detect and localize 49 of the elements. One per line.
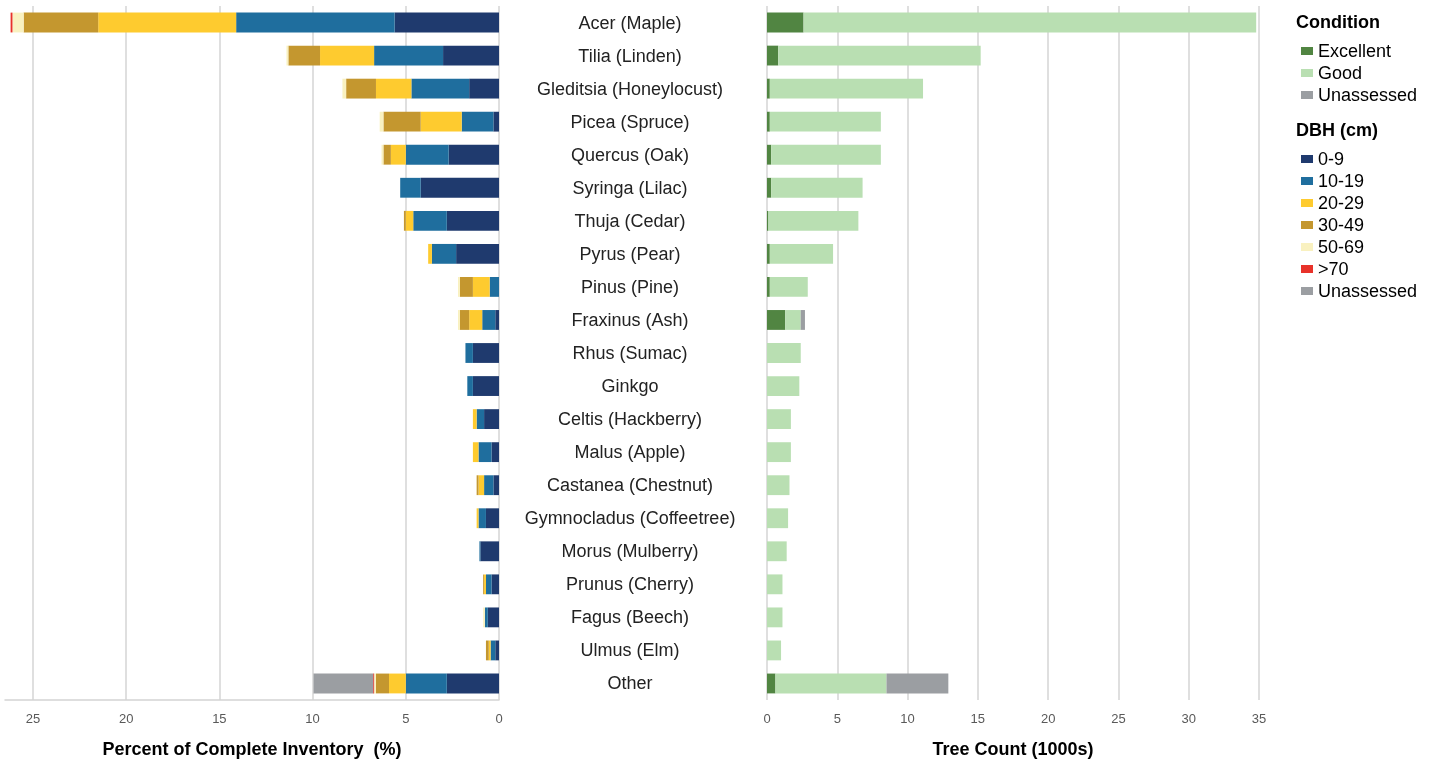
y-tick-label: Fagus (Beech) bbox=[570, 607, 690, 628]
y-tick-label: Tilia (Linden) bbox=[578, 45, 682, 66]
y-tick-label: Castanea (Chestnut) bbox=[546, 475, 714, 496]
x-tick-label: 20 bbox=[118, 711, 134, 726]
y-tick-label: Quercus (Oak) bbox=[570, 144, 690, 165]
y-tick-label: Rhus (Sumac) bbox=[572, 343, 688, 363]
x-tick-label: 10 bbox=[305, 711, 320, 726]
y-tick-label: Gymnocladus (Coffeetree) bbox=[524, 508, 736, 529]
legend-label: 0-9 bbox=[1318, 149, 1345, 169]
x-tick-label: 35 bbox=[1251, 711, 1267, 726]
legend-label: 30-49 bbox=[1318, 215, 1365, 235]
legend-label: Unassessed bbox=[1318, 281, 1418, 301]
x-tick-label: 15 bbox=[970, 711, 986, 726]
y-tick-label: Thuja (Cedar) bbox=[574, 210, 686, 231]
legend-title: DBH (cm) bbox=[1296, 120, 1379, 140]
y-tick-label: Other bbox=[607, 673, 653, 694]
x-tick-label: 5 bbox=[402, 711, 410, 726]
y-tick-label: Ulmus (Elm) bbox=[580, 640, 680, 661]
legend-label: Excellent bbox=[1318, 41, 1392, 61]
x-axis-title: Percent of Complete Inventory (%) bbox=[102, 739, 402, 759]
legend-label: 10-19 bbox=[1318, 171, 1365, 191]
x-tick-label: 0 bbox=[495, 711, 503, 726]
y-tick-label: Picea (Spruce) bbox=[570, 111, 690, 132]
y-tick-label: Fraxinus (Ash) bbox=[571, 309, 689, 330]
y-tick-label: Gleditsia (Honeylocust) bbox=[536, 78, 724, 99]
y-tick-label: Prunus (Cherry) bbox=[565, 574, 695, 595]
legend-label: 20-29 bbox=[1318, 193, 1365, 213]
y-tick-label: Pinus (Pine) bbox=[580, 276, 680, 297]
x-tick-label: 25 bbox=[1111, 711, 1126, 726]
legend-title: Condition bbox=[1296, 12, 1380, 32]
legend-label: >70 bbox=[1318, 259, 1349, 279]
legend-label: Unassessed bbox=[1318, 85, 1418, 105]
legend-label: 50-69 bbox=[1318, 237, 1365, 257]
x-tick-label: 20 bbox=[1040, 711, 1056, 726]
y-tick-label: Acer (Maple) bbox=[578, 12, 682, 33]
x-axis-title: Tree Count (1000s) bbox=[932, 739, 1094, 759]
y-tick-label: Morus (Mulberry) bbox=[561, 541, 699, 562]
x-tick-label: 0 bbox=[763, 711, 771, 726]
legend-label: Good bbox=[1318, 63, 1363, 83]
y-tick-label: Celtis (Hackberry) bbox=[557, 409, 703, 430]
x-tick-label: 25 bbox=[25, 711, 41, 726]
x-tick-label: 15 bbox=[212, 711, 227, 726]
y-tick-label: Ginkgo bbox=[601, 376, 659, 397]
x-tick-label: 30 bbox=[1181, 711, 1196, 726]
x-tick-label: 10 bbox=[900, 711, 915, 726]
y-tick-label: Pyrus (Pear) bbox=[579, 243, 681, 264]
y-tick-label: Malus (Apple) bbox=[574, 442, 686, 463]
y-tick-label: Syringa (Lilac) bbox=[572, 177, 688, 198]
x-tick-label: 5 bbox=[833, 711, 841, 726]
